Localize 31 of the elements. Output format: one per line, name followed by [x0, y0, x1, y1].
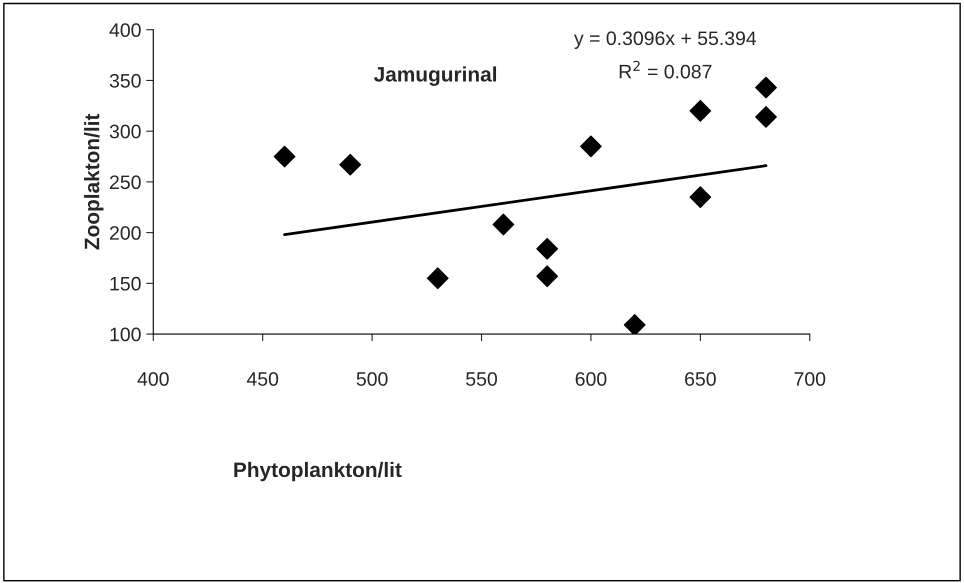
- point: [492, 214, 514, 236]
- annotation: R$^{2}$ = 0.087: [620, 60, 712, 78]
- y-tick-label: 150: [110, 276, 141, 291]
- x-tick-label: 500: [356, 372, 388, 386]
- point: [536, 265, 558, 288]
- point: [755, 106, 777, 128]
- text: Jamugurinal: [374, 66, 496, 86]
- point: [624, 314, 646, 334]
- point: [755, 76, 777, 98]
- point: [689, 186, 712, 208]
- annotation: y = 0.3096x + 55.394: [574, 31, 756, 49]
- point: [580, 136, 602, 158]
- x-tick-label: 700: [794, 372, 826, 386]
- point: [689, 100, 712, 122]
- x-tick-label: 450: [246, 372, 278, 386]
- y-tick-label: 100: [110, 328, 141, 342]
- x-axis-title: Phytoplankton/lit: [234, 462, 402, 482]
- y-tick-label: 400: [109, 23, 141, 37]
- y-tick-label: 250: [110, 175, 141, 190]
- point: [536, 238, 558, 260]
- point: [274, 146, 296, 168]
- x-tick-label: 550: [466, 372, 497, 386]
- point: [339, 154, 362, 176]
- y-tick-label: 200: [110, 226, 141, 240]
- x-tick-label: 650: [685, 372, 716, 386]
- y-axis-title: Zooplakton/lit: [84, 114, 104, 250]
- x-tick-label: 400: [138, 372, 169, 386]
- point: [426, 267, 449, 290]
- x-tick-label: 600: [576, 372, 606, 386]
- y-tick-label: 300: [110, 124, 141, 138]
- y-tick-label: 350: [110, 74, 141, 88]
